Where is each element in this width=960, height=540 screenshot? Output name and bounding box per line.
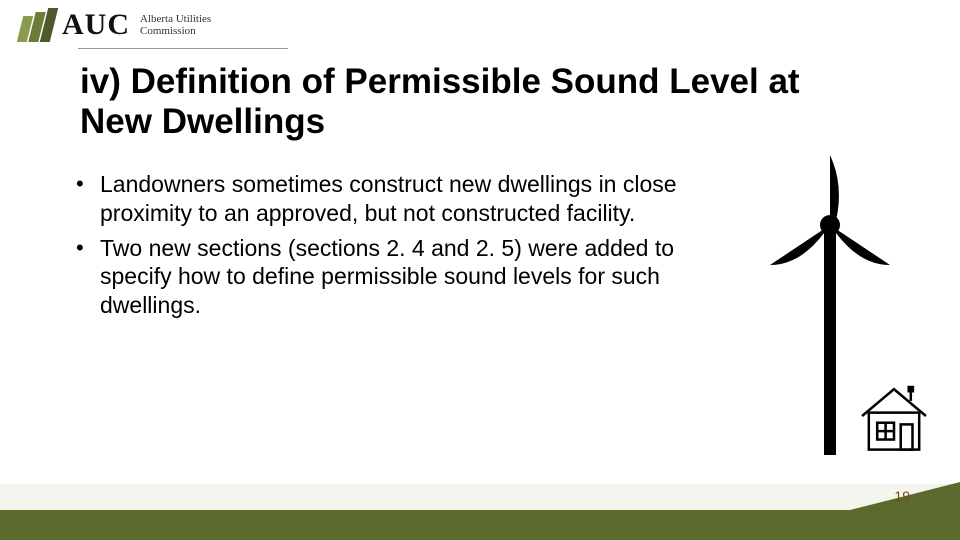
page-number: 19 <box>894 488 910 504</box>
logo-sub-line1: Alberta Utilities <box>140 13 211 25</box>
list-item: Landowners sometimes construct new dwell… <box>72 170 692 228</box>
footer-band <box>0 484 960 510</box>
logo: AUC Alberta Utilities Commission <box>20 8 211 42</box>
slide-title: iv) Definition of Permissible Sound Leve… <box>80 62 840 143</box>
logo-subtitle: Alberta Utilities Commission <box>140 13 211 37</box>
logo-bars-icon <box>20 8 54 42</box>
footer-bar <box>0 510 960 540</box>
list-item: Two new sections (sections 2. 4 and 2. 5… <box>72 234 692 320</box>
slide: AUC Alberta Utilities Commission iv) Def… <box>0 0 960 540</box>
logo-text: AUC Alberta Utilities Commission <box>62 8 211 42</box>
logo-sub-line2: Commission <box>140 25 211 37</box>
bullet-list: Landowners sometimes construct new dwell… <box>72 170 692 326</box>
house-icon <box>852 374 936 458</box>
logo-divider <box>78 48 288 49</box>
logo-main: AUC <box>62 8 130 42</box>
